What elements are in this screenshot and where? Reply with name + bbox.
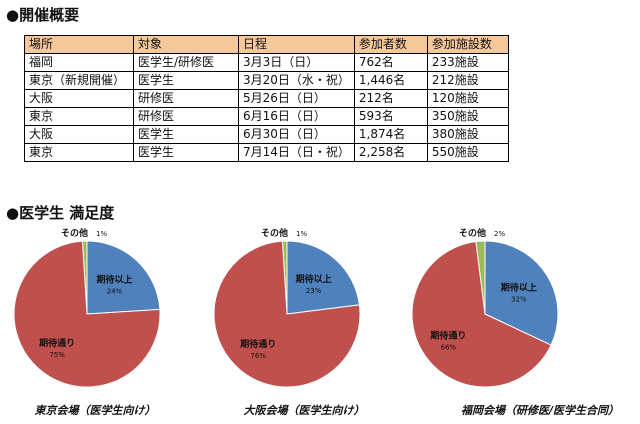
slice-label-above-expectation: 期待以上 <box>296 273 332 285</box>
slice-label-as-expected: 期待通り <box>240 338 276 350</box>
table-row: 東京 研修医 6月16日（日） 593名 350施設 <box>24 107 509 126</box>
cell-target: 医学生 <box>133 125 239 144</box>
slice-value-above-expectation: 32% <box>511 296 527 304</box>
column-header-date: 日程 <box>238 35 355 54</box>
cell-venue: 東京 <box>24 143 134 162</box>
pie-slice-as-expected <box>13 240 161 388</box>
pie-slice-above-expectation <box>484 240 559 346</box>
slice-value-other: 1% <box>96 230 107 238</box>
cell-facilities: 233施設 <box>426 53 509 72</box>
cell-date: 5月26日（日） <box>238 89 355 108</box>
slice-value-as-expected: 75% <box>49 351 65 359</box>
cell-participants: 212名 <box>353 89 428 108</box>
cell-target: 医学生/研修医 <box>133 53 239 72</box>
pie-chart-tokyo: 期待以上 24% 期待通り 75% その他 1% <box>12 226 212 396</box>
overview-heading: ●開催概要 <box>6 6 80 24</box>
slice-label-other: その他 <box>459 227 486 239</box>
pie-chart-osaka: 期待以上 23% 期待通り 76% その他 1% <box>212 226 412 396</box>
slice-value-as-expected: 66% <box>441 344 457 352</box>
table-row: 東京（新規開催） 医学生 3月20日（水・祝） 1,446名 212施設 <box>24 71 509 90</box>
cell-participants: 762名 <box>353 53 428 72</box>
slice-label-as-expected: 期待通り <box>430 330 466 342</box>
slice-value-as-expected: 76% <box>250 352 266 360</box>
table-row: 東京 医学生 7月14日（日・祝） 2,258名 550施設 <box>24 143 509 162</box>
slice-label-other: その他 <box>61 227 88 239</box>
cell-participants: 1,446名 <box>353 71 428 90</box>
cell-date: 7月14日（日・祝） <box>238 143 355 162</box>
cell-facilities: 550施設 <box>426 143 509 162</box>
cell-participants: 2,258名 <box>353 143 428 162</box>
slice-label-as-expected: 期待通り <box>39 337 75 349</box>
cell-facilities: 380施設 <box>426 125 509 144</box>
satisfaction-heading: ●医学生 満足度 <box>6 204 115 222</box>
cell-target: 医学生 <box>133 143 239 162</box>
slice-label-above-expectation: 期待以上 <box>501 282 537 294</box>
cell-facilities: 212施設 <box>426 71 509 90</box>
cell-participants: 593名 <box>353 107 428 126</box>
pie-slice-as-expected <box>411 241 552 388</box>
table-row: 大阪 研修医 5月26日（日） 212名 120施設 <box>24 89 509 108</box>
chart-caption-tokyo: 東京会場（医学生向け） <box>34 404 156 417</box>
column-header-venue: 場所 <box>24 35 134 54</box>
cell-venue: 東京（新規開催） <box>24 71 134 90</box>
cell-date: 6月16日（日） <box>238 107 355 126</box>
cell-venue: 大阪 <box>24 89 134 108</box>
cell-participants: 1,874名 <box>353 125 428 144</box>
column-header-participants: 参加者数 <box>353 35 428 54</box>
pie-chart-svg: 期待以上 24% 期待通り 75% その他 1% <box>13 227 161 388</box>
cell-target: 研修医 <box>133 107 239 126</box>
slice-label-above-expectation: 期待以上 <box>96 274 132 286</box>
cell-venue: 東京 <box>24 107 134 126</box>
table-row: 福岡 医学生/研修医 3月3日（日） 762名 233施設 <box>24 53 509 72</box>
cell-venue: 福岡 <box>24 53 134 72</box>
pie-chart-svg: 期待以上 32% 期待通り 66% その他 2% <box>411 227 559 388</box>
chart-caption-fukuoka: 福岡会場（研修医/医学生合同） <box>460 404 620 417</box>
table-row: 大阪 医学生 6月30日（日） 1,874名 380施設 <box>24 125 509 144</box>
pie-slice-as-expected <box>213 240 361 388</box>
event-overview-table: 場所 対象 日程 参加者数 参加施設数 福岡 医学生/研修医 3月3日（日） 7… <box>24 35 509 162</box>
column-header-target: 対象 <box>133 35 239 54</box>
pie-chart-fukuoka: 期待以上 32% 期待通り 66% その他 2% <box>410 226 610 396</box>
slice-value-other: 1% <box>296 230 307 238</box>
slice-label-other: その他 <box>261 227 288 239</box>
column-header-facilities: 参加施設数 <box>426 35 509 54</box>
pie-slice-above-expectation <box>86 240 161 315</box>
cell-facilities: 350施設 <box>426 107 509 126</box>
cell-facilities: 120施設 <box>426 89 509 108</box>
table-header-row: 場所 対象 日程 参加者数 参加施設数 <box>24 35 509 54</box>
chart-caption-osaka: 大阪会場（医学生向け） <box>243 404 365 417</box>
pie-chart-svg: 期待以上 23% 期待通り 76% その他 1% <box>213 227 361 388</box>
slice-value-above-expectation: 24% <box>107 288 123 296</box>
cell-target: 研修医 <box>133 89 239 108</box>
slice-value-above-expectation: 23% <box>306 287 322 295</box>
cell-target: 医学生 <box>133 71 239 90</box>
cell-date: 6月30日（日） <box>238 125 355 144</box>
slice-value-other: 2% <box>494 230 505 238</box>
cell-date: 3月20日（水・祝） <box>238 71 355 90</box>
pie-slice-above-expectation <box>286 240 360 315</box>
cell-date: 3月3日（日） <box>238 53 355 72</box>
cell-venue: 大阪 <box>24 125 134 144</box>
